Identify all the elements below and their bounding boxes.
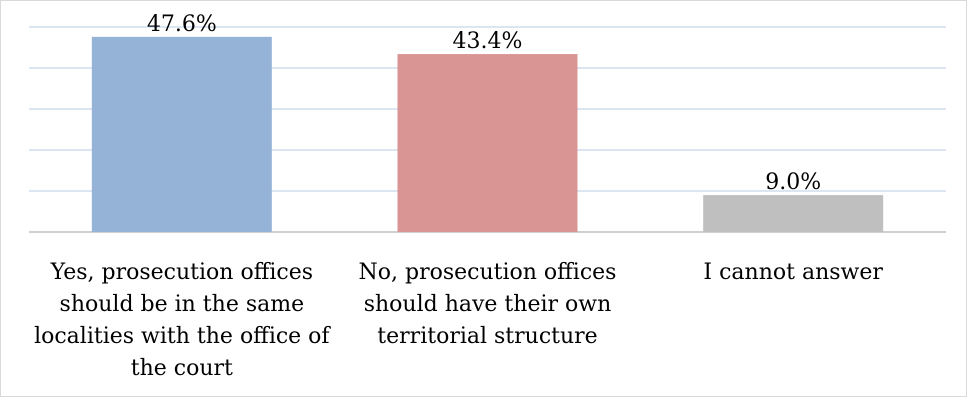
category-label-3-line-1: I cannot answer: [703, 260, 883, 285]
data-label-2: 43.4%: [453, 29, 523, 54]
category-label-2-line-3: territorial structure: [377, 324, 597, 349]
category-labels: Yes, prosecution offices should be in the…: [34, 260, 883, 381]
bar-1: [91, 36, 272, 233]
data-labels: 47.6% 43.4% 9.0%: [147, 12, 821, 195]
category-label-2-line-1: No, prosecution offices: [359, 260, 617, 285]
category-label-1-line-3: localities with the office of: [34, 324, 331, 349]
category-label-1-line-1: Yes, prosecution offices: [50, 260, 313, 285]
category-label-1-line-4: the court: [131, 356, 233, 381]
data-label-1: 47.6%: [147, 12, 217, 37]
data-label-3: 9.0%: [765, 170, 821, 195]
bar-2: [397, 54, 578, 233]
bar-3: [703, 195, 884, 232]
category-label-2-line-2: should have their own: [364, 292, 612, 317]
bars: [91, 36, 884, 233]
category-label-1-line-2: should be in the same: [60, 292, 305, 317]
